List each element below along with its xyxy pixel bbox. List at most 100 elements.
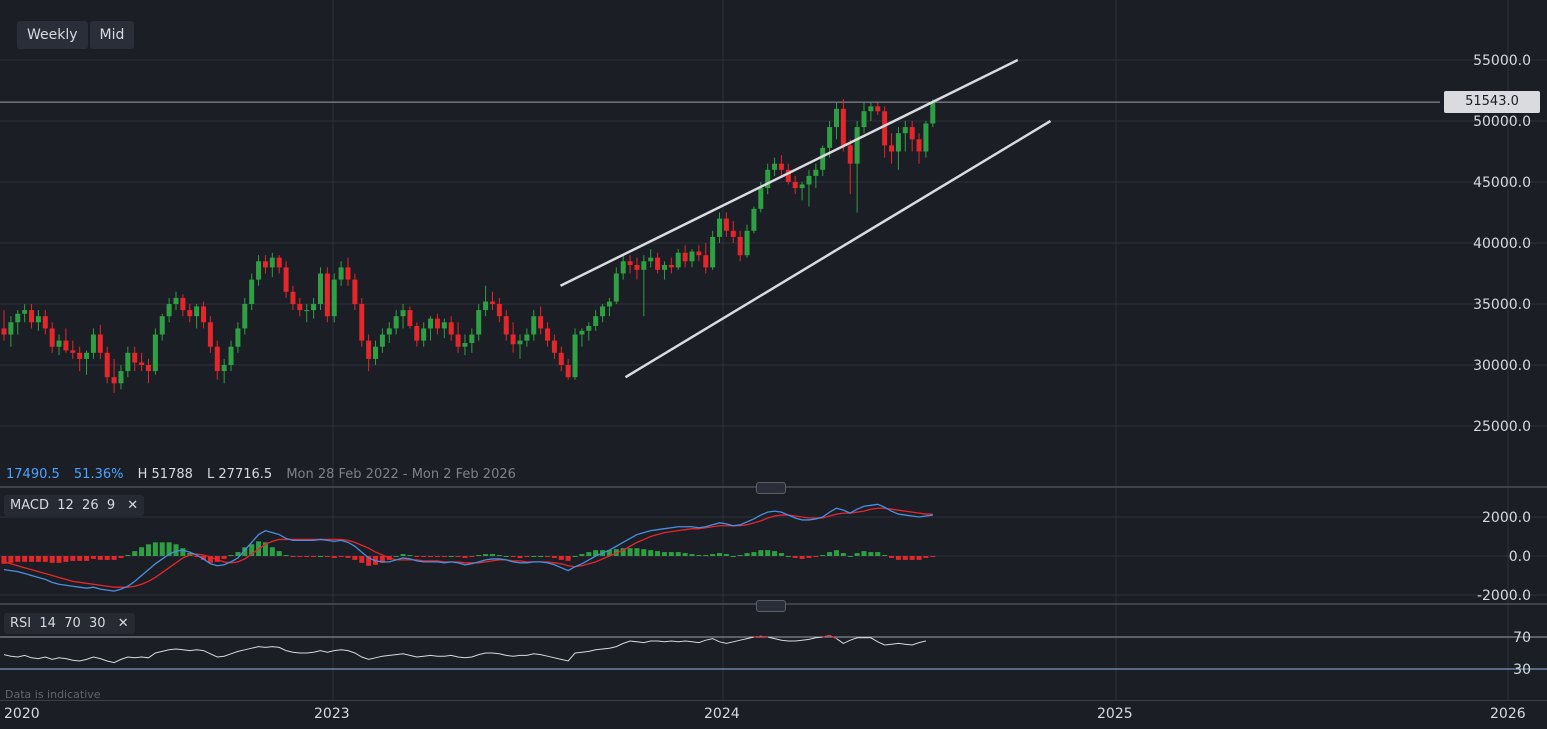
candle-body (909, 127, 915, 140)
candle (104, 346, 110, 384)
candle (875, 102, 881, 115)
price-stats: 17490.5 51.36% H 51788 L 27716.5 Mon 28 … (6, 467, 526, 482)
candle-body (620, 261, 626, 274)
macd-histogram-bar (593, 550, 599, 556)
timeframe-button[interactable]: Weekly (17, 21, 88, 49)
candle-body (751, 208, 757, 231)
candle (813, 163, 819, 189)
candle (840, 99, 846, 152)
price-axis-label: 40000.0 (1473, 236, 1531, 252)
macd-histogram-bar (730, 556, 736, 557)
macd-close-icon[interactable]: ✕ (127, 498, 139, 513)
candle (868, 102, 874, 121)
candle (338, 261, 344, 286)
macd-histogram-bar (407, 555, 413, 557)
candle (799, 182, 805, 201)
candle (565, 358, 571, 380)
candle-body (84, 352, 90, 359)
candle-body (792, 182, 798, 189)
macd-histogram-bar (118, 556, 124, 558)
candle-body (63, 340, 69, 351)
macd-histogram-bar (565, 556, 571, 561)
macd-histogram-bar (476, 555, 482, 557)
macd-histogram-bar (235, 552, 241, 556)
macd-histogram-bar (455, 556, 461, 557)
candle-body (139, 362, 145, 365)
candle (737, 230, 743, 262)
candle-body (799, 184, 805, 189)
rsi-pane-resize-handle[interactable] (756, 600, 786, 612)
candle-body (132, 352, 138, 363)
candle (77, 346, 83, 372)
macd-histogram-bar (125, 555, 131, 557)
macd-histogram-bar (489, 554, 495, 556)
macd-histogram-bar (152, 542, 158, 556)
candle-body (49, 328, 55, 347)
candle (207, 316, 213, 353)
macd-histogram-bar (379, 556, 385, 563)
candle-body (744, 230, 750, 256)
candle-body (565, 365, 571, 378)
price-type-button[interactable]: Mid (89, 21, 135, 49)
candle (806, 169, 812, 207)
candle-body (345, 267, 351, 280)
timeframe-toolbar: Weekly Mid (17, 21, 135, 49)
macd-histogram-bar (606, 550, 612, 556)
macd-histogram-bar (847, 556, 853, 557)
change-percent: 51.36% (73, 467, 124, 482)
macd-axis-label: -2000.0 (1477, 588, 1531, 604)
candle-body (703, 255, 709, 268)
rsi-close-icon[interactable]: ✕ (117, 616, 129, 631)
macd-histogram-bar (496, 555, 502, 557)
candle (194, 304, 200, 329)
candle (448, 316, 454, 341)
candle-body (407, 310, 413, 326)
trendlines (559, 58, 1052, 379)
candle (551, 334, 557, 359)
candle (256, 255, 262, 286)
candle-body (166, 304, 172, 317)
candle-body (283, 267, 289, 292)
candle (895, 127, 901, 170)
candle-body (827, 127, 833, 148)
macd-histogram-bar (15, 556, 21, 562)
macd-histogram-bar (545, 556, 551, 557)
candle-body (496, 304, 502, 317)
candle (187, 304, 193, 323)
channel-trendline (624, 119, 1052, 379)
candle (407, 306, 413, 329)
candle (400, 304, 406, 329)
macd-histogram-bar (311, 556, 317, 557)
macd-histogram-bar (441, 556, 447, 557)
candle (290, 285, 296, 311)
macd-histogram-bar (283, 555, 289, 557)
macd-histogram-bar (882, 555, 888, 557)
candle-body (916, 139, 922, 152)
candle-body (228, 346, 234, 365)
candle-body (42, 316, 48, 329)
macd-histogram-bar (820, 555, 826, 557)
macd-histogram-bar (923, 556, 929, 558)
candle (861, 102, 867, 134)
x-tick-label: 2024 (704, 706, 740, 722)
candle (276, 255, 282, 274)
candle (42, 310, 48, 335)
candle-body (847, 145, 853, 164)
macd-histogram-bar (304, 556, 310, 557)
candle (455, 322, 461, 353)
macd-histogram-bar (345, 556, 351, 558)
candle (593, 310, 599, 331)
candle-body (778, 163, 784, 170)
candle-body (324, 273, 330, 317)
macd-axis-label: 2000.0 (1482, 510, 1531, 526)
channel-trendline (559, 58, 1019, 287)
candle (820, 145, 826, 176)
macd-histogram-bar (517, 556, 523, 558)
x-tick-label: 2023 (314, 706, 350, 722)
candle (909, 121, 915, 152)
candle (889, 133, 895, 164)
candle (496, 297, 502, 323)
macd-pane-resize-handle[interactable] (756, 482, 786, 494)
low-value: L 27716.5 (207, 467, 273, 482)
